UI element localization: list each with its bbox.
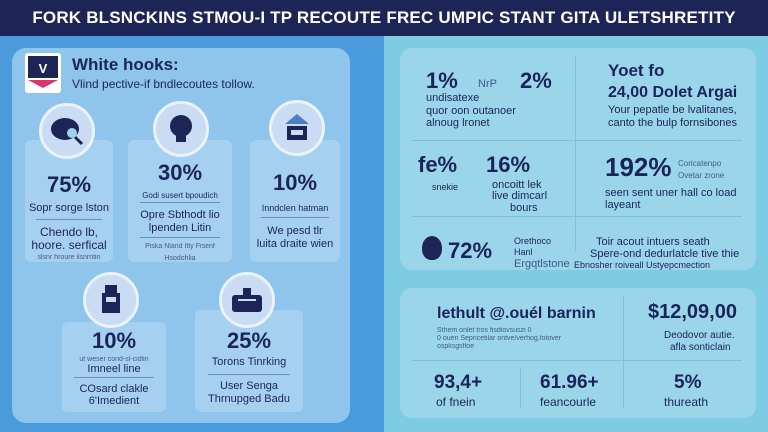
stat-value: 10%: [272, 170, 318, 195]
stat-line: quor oon outanoer: [426, 105, 516, 117]
stat-line: layeant: [605, 199, 641, 211]
stat-note: Hanl: [514, 247, 533, 257]
stat-card: 10% Inndclen hatman We pesd tlr luita dr…: [250, 140, 340, 262]
building-icon: [269, 100, 325, 156]
stat-value: 1%: [426, 68, 458, 93]
stat-value: 30%: [157, 160, 203, 185]
stat-value: 16%: [486, 152, 531, 177]
stat-value: fe%: [418, 152, 458, 177]
stat-label: Inndclen hatman: [261, 203, 329, 213]
stat-line: seen sent uner hall co load: [605, 187, 737, 199]
money-line: Deodovor autie.: [664, 330, 735, 341]
stat-note: Ovetar zrone: [678, 171, 725, 180]
stat-note: Piska Nland Itty Fisenf Hsodohlia: [145, 243, 215, 262]
stat-label: of fnein: [436, 395, 476, 409]
stat-label: Sopr sorge lston: [28, 202, 110, 214]
stat-line: Spere-ond dedurlatcle tive thie: [590, 248, 740, 260]
stat-line: User Senga: [219, 380, 279, 392]
stat-value: 2%: [520, 68, 552, 93]
stat-line: Chendo lb,: [39, 225, 99, 239]
intro-title: White hooks:: [72, 55, 179, 74]
stat-label: Imneel line: [87, 363, 141, 375]
stat-line: Your pepatle be lvalitanes,: [608, 104, 737, 116]
divider: [74, 377, 154, 378]
stat-line: lpenden Litin: [148, 222, 212, 234]
stat-note: Orethoco: [514, 236, 552, 246]
stat-line: canto the bulp fornsibones: [608, 117, 738, 129]
stat-heading: Yoet fo: [608, 61, 665, 80]
briefcase-icon: [219, 272, 275, 328]
right-bottom-panel: lethult @.ouél barnin Sthem onlet tros f…: [400, 288, 756, 418]
money-value: $12,09,00: [648, 301, 737, 323]
stat-line: COsard clakle: [79, 383, 149, 395]
stat-line: oncoitt lek: [492, 179, 542, 191]
stat-card: 30% Godi susert bpoudich Opre Sbthodt li…: [128, 140, 232, 262]
machine-icon: [83, 272, 139, 328]
stat-line: hoore. serfical: [31, 238, 107, 252]
lightbulb-icon: [153, 101, 209, 157]
stat-line: Thrnupged Badu: [208, 393, 290, 405]
divider: [140, 202, 220, 203]
shield-icon: [422, 236, 442, 260]
divider: [140, 237, 220, 238]
divider: [35, 219, 103, 220]
stat-card: 10% ut weser cond-sl-cidlin Imneel line …: [62, 322, 166, 412]
stat-note: ut weser cond-sl-cidlin: [79, 356, 149, 363]
stat-value: 61.96+: [540, 372, 599, 393]
divider: [207, 374, 291, 375]
stat-line: Opre Sbthodt lio: [140, 209, 220, 221]
stat-value: 24,00 Dolet Argai: [608, 84, 738, 101]
stat-label: thureath: [664, 395, 709, 409]
stat-line: snekie: [432, 182, 459, 192]
section-title: lethult @.ouél barnin: [437, 305, 596, 322]
stat-note: Coricatenpo: [678, 159, 722, 168]
stat-value: 10%: [91, 328, 137, 353]
stat-value: 93,4+: [434, 372, 483, 393]
right-top-panel: 1% NrP 2% undisatexe quor oon outanoer a…: [400, 48, 756, 270]
stat-line: alnoug lronet: [426, 117, 490, 129]
stat-label: Torons Tinrking: [211, 356, 287, 368]
section-desc: ospksgsfloe: [437, 343, 474, 350]
stat-line: 6'Imedient: [88, 395, 140, 407]
stat-value: 192%: [605, 152, 672, 182]
stat-value: 72%: [448, 238, 493, 263]
stat-line: We pesd tlr: [267, 225, 323, 237]
stat-value: 75%: [46, 172, 92, 197]
stat-line: Toir acout intuers seath: [596, 236, 710, 248]
intro-subtitle: Vlind pective-if bndlecoutes tollow.: [72, 77, 255, 91]
stat-line: live dimcarl: [492, 190, 548, 202]
stat-note: NrP: [478, 78, 497, 90]
section-desc: 0 ouen Sepricetilar ontve/verhog,fotover: [437, 335, 562, 342]
stat-line: bours: [510, 202, 538, 214]
stat-value: 25%: [226, 328, 272, 353]
section-desc: Sthem onlet tros fisdiovsuszi 0: [437, 327, 532, 334]
stat-note: slsnr hroure ilsnrntin: [37, 254, 101, 261]
stat-line: luita draite wien: [256, 238, 334, 250]
stat-card: 75% Sopr sorge lston Chendo lb, hoore. s…: [25, 140, 113, 262]
divider: [260, 217, 330, 218]
stat-line: undisatexe: [426, 92, 480, 104]
money-line: afla sonticlain: [670, 342, 731, 353]
stat-label: Godi susert bpoudich: [142, 191, 218, 200]
stat-line: Ebnosher roiveall Ustyepcmection: [574, 260, 711, 270]
stat-note: Ergqtlstone: [514, 258, 570, 270]
stat-label: feancourle: [540, 395, 597, 409]
page-title: FORK BLSNCKINS STMOU-I TP RECOUTE FREC U…: [0, 0, 768, 36]
logo: V: [25, 53, 61, 93]
magnifier-icon: [39, 103, 95, 159]
stat-value: 5%: [674, 372, 702, 393]
